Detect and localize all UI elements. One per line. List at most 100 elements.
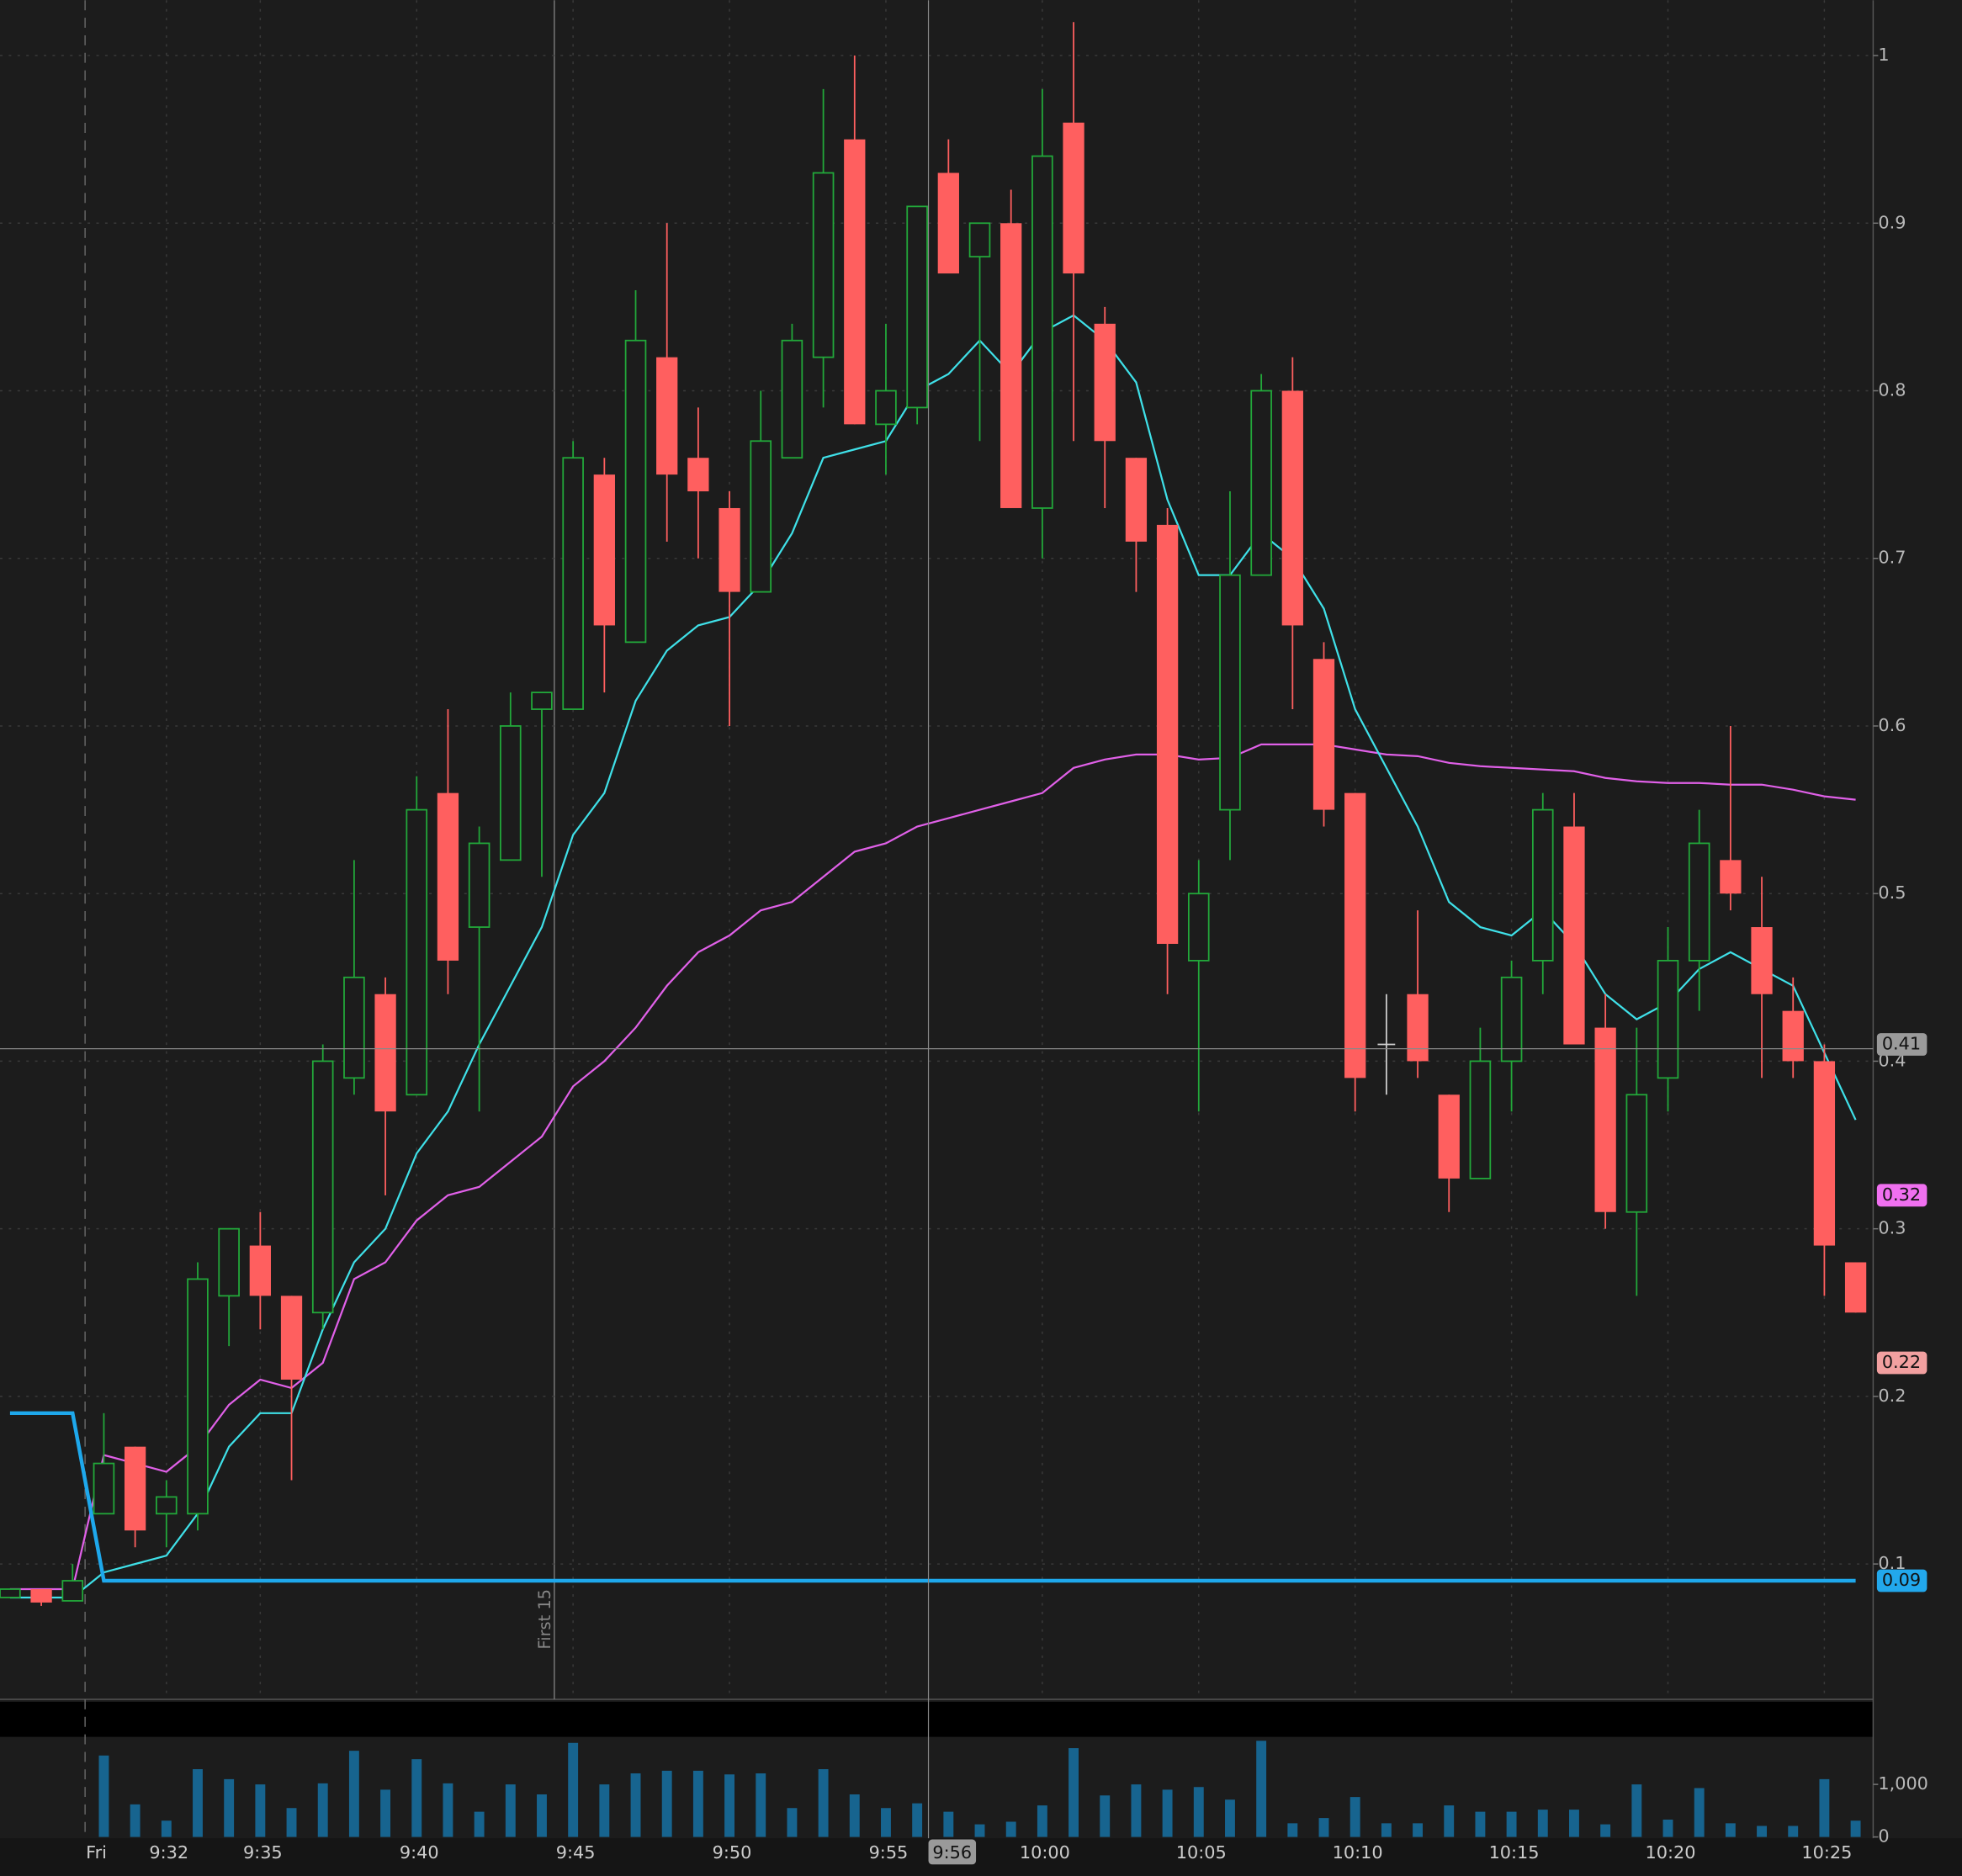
- volume-bar: [224, 1778, 235, 1837]
- candle-body: [1563, 826, 1585, 1045]
- volume-bar: [1381, 1823, 1392, 1837]
- candle-body: [437, 792, 459, 961]
- candle-body: [1688, 842, 1710, 962]
- volume-bar: [474, 1811, 485, 1837]
- candle-body: [937, 172, 959, 274]
- candle-body: [844, 139, 866, 425]
- candle-body: [187, 1278, 209, 1515]
- volume-bar: [130, 1804, 141, 1837]
- volume-bar: [1537, 1810, 1548, 1837]
- volume-bar: [1725, 1823, 1736, 1837]
- price-badge-label: 0.09: [1882, 1570, 1921, 1590]
- volume-bar: [692, 1770, 703, 1837]
- price-badge-label: 0.22: [1882, 1352, 1921, 1372]
- volume-bar: [1037, 1805, 1047, 1837]
- candle-body: [1657, 960, 1679, 1079]
- volume-bar: [537, 1794, 547, 1837]
- candle-body: [249, 1245, 271, 1296]
- candle-body: [1125, 458, 1148, 542]
- x-tick-label: 10:10: [1333, 1842, 1383, 1863]
- volume-bar: [1757, 1826, 1767, 1837]
- y-tick-label: 0.3: [1878, 1218, 1906, 1238]
- candle-body: [656, 357, 678, 475]
- x-tick-label: 10:05: [1176, 1842, 1227, 1863]
- volume-bar: [1506, 1811, 1517, 1837]
- volume-tick-label: 0: [1878, 1826, 1889, 1847]
- volume-bar: [1318, 1818, 1329, 1837]
- candle-body: [1250, 390, 1272, 576]
- volume-bar: [317, 1783, 328, 1837]
- x-tick-label: 9:45: [556, 1842, 596, 1863]
- y-tick-label: 0.5: [1878, 882, 1906, 903]
- candle-body: [280, 1296, 303, 1380]
- x-tick-label: 9:40: [400, 1842, 439, 1863]
- candle-body: [1720, 860, 1742, 894]
- price-badge-label: 0.41: [1882, 1034, 1921, 1054]
- volume-bar: [756, 1773, 766, 1837]
- candle-body: [1094, 323, 1116, 442]
- candle-body: [468, 842, 490, 928]
- candle-body: [1312, 659, 1335, 810]
- x-tick-label: 10:20: [1645, 1842, 1695, 1863]
- y-tick-label: 0.8: [1878, 380, 1906, 400]
- volume-bar: [1444, 1805, 1455, 1837]
- candle-body: [593, 474, 615, 626]
- candle-body: [875, 390, 897, 426]
- volume-bar: [161, 1820, 172, 1837]
- volume-bar: [1005, 1821, 1016, 1837]
- volume-bar: [505, 1784, 516, 1837]
- volume-bar: [98, 1755, 109, 1837]
- x-tick-label: 10:25: [1801, 1842, 1852, 1863]
- volume-bar: [849, 1794, 860, 1837]
- candle-body: [781, 339, 803, 459]
- panel-divider: [0, 1701, 1874, 1737]
- volume-bar: [193, 1769, 203, 1837]
- volume-bar: [943, 1811, 954, 1837]
- volume-bar: [286, 1808, 297, 1837]
- y-tick-label: 0.6: [1878, 715, 1906, 735]
- candle-body: [1344, 792, 1366, 1078]
- cursor-time: 9:56: [932, 1842, 972, 1863]
- candle-body: [1187, 893, 1210, 962]
- candle-body: [500, 725, 522, 861]
- candle-body: [218, 1227, 240, 1297]
- volume-bar: [787, 1808, 798, 1837]
- volume-bar: [912, 1803, 923, 1837]
- volume-bar: [1694, 1788, 1705, 1837]
- volume-bar: [1256, 1741, 1267, 1837]
- candle-body: [156, 1496, 178, 1515]
- volume-bar: [1225, 1799, 1235, 1837]
- volume-bar: [1788, 1826, 1799, 1837]
- y-tick-label: 0.2: [1878, 1386, 1906, 1406]
- volume-tick-label: 1,000: [1878, 1773, 1928, 1794]
- candle-body: [1594, 1027, 1616, 1212]
- time-axis: [0, 1838, 1962, 1876]
- volume-bar: [411, 1759, 422, 1837]
- volume-bar: [724, 1774, 735, 1837]
- candle-body: [1031, 155, 1053, 509]
- candle-body: [1500, 976, 1523, 1063]
- volume-bar: [599, 1784, 610, 1837]
- candle-body: [374, 994, 396, 1112]
- price-badge: [1876, 1569, 1928, 1592]
- candle-body: [687, 458, 709, 492]
- x-tick-label: Fri: [86, 1842, 107, 1863]
- volume-bar: [1287, 1823, 1298, 1837]
- candle-body: [93, 1462, 115, 1515]
- y-tick-label: 0.7: [1878, 548, 1906, 568]
- candle-body: [1156, 524, 1179, 944]
- volume-bar: [1100, 1795, 1111, 1837]
- volume-bar: [1475, 1811, 1486, 1837]
- volume-bar: [1131, 1784, 1142, 1837]
- candle-body: [61, 1580, 84, 1602]
- x-tick-label: 9:50: [713, 1842, 752, 1863]
- y-tick-label: 1: [1878, 45, 1889, 65]
- x-tick-label: 9:32: [149, 1842, 188, 1863]
- volume-bar: [1850, 1820, 1861, 1837]
- candle-body: [1469, 1060, 1492, 1179]
- candle-body: [124, 1446, 146, 1531]
- price-badge: [1876, 1351, 1928, 1375]
- candle-body: [1531, 808, 1554, 962]
- volume-bar: [1631, 1784, 1642, 1837]
